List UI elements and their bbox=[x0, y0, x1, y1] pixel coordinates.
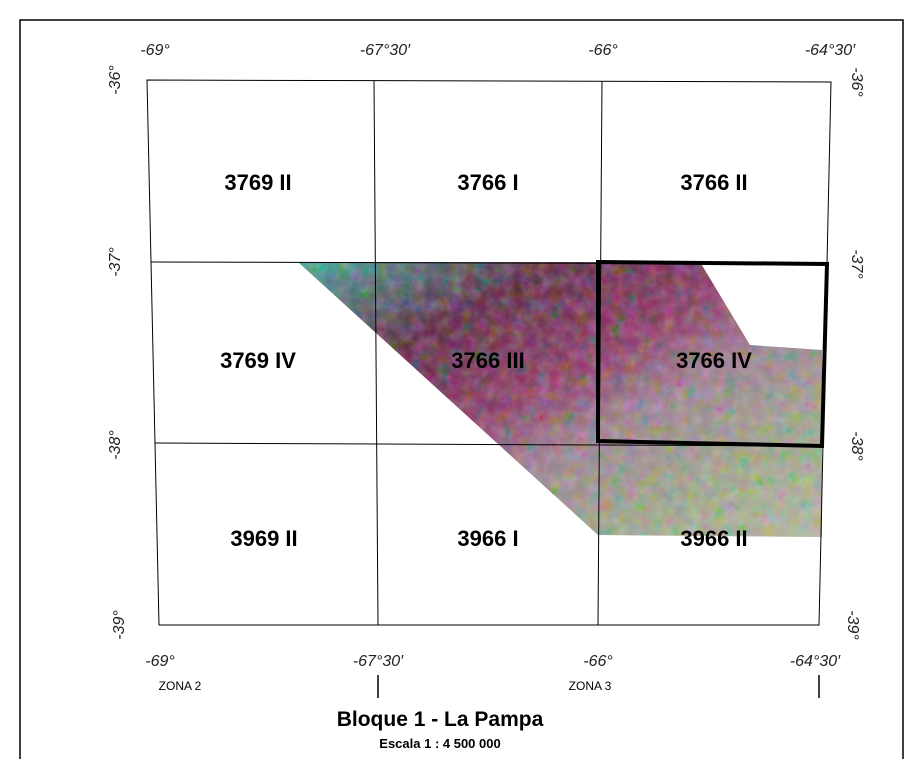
sheet-label: 3966 I bbox=[457, 526, 518, 551]
longitude-label: -66° bbox=[583, 653, 613, 670]
latitude-label: -39° bbox=[844, 610, 861, 640]
longitude-label: -69° bbox=[140, 42, 170, 59]
sheet-label: 3766 IV bbox=[676, 348, 752, 373]
longitude-label: -67°30′ bbox=[360, 42, 411, 59]
sheet-label: 3766 II bbox=[680, 170, 747, 195]
zone-label: ZONA 3 bbox=[569, 679, 612, 693]
sheet-label: 3766 III bbox=[451, 348, 524, 373]
longitude-label: -64°30′ bbox=[805, 42, 856, 59]
latitude-label: -37° bbox=[848, 249, 865, 279]
latitude-label: -38° bbox=[107, 430, 124, 460]
title: Bloque 1 - La Pampa bbox=[337, 708, 544, 731]
longitude-label: -69° bbox=[145, 653, 175, 670]
frame bbox=[19, 19, 904, 759]
highlight-box bbox=[596, 259, 830, 449]
latitude-label: -36° bbox=[107, 65, 124, 95]
latitude-label: -37° bbox=[107, 247, 124, 277]
sheet-label: 3969 II bbox=[230, 526, 297, 551]
sheet-label: 3769 IV bbox=[220, 348, 296, 373]
latitude-label: -39° bbox=[111, 610, 128, 640]
latitude-label: -38° bbox=[848, 431, 865, 461]
longitude-label: -67°30′ bbox=[353, 653, 404, 670]
longitude-label: -64°30′ bbox=[790, 653, 841, 670]
longitude-label: -66° bbox=[588, 42, 618, 59]
image-texture bbox=[298, 262, 822, 537]
sheet-label: 3769 II bbox=[224, 170, 291, 195]
zone-label: ZONA 2 bbox=[159, 679, 202, 693]
latitude-label: -36° bbox=[848, 67, 865, 97]
scale: Escala 1 : 4 500 000 bbox=[379, 736, 500, 751]
sheet-label: 3766 I bbox=[457, 170, 518, 195]
sheet-label: 3966 II bbox=[680, 526, 747, 551]
